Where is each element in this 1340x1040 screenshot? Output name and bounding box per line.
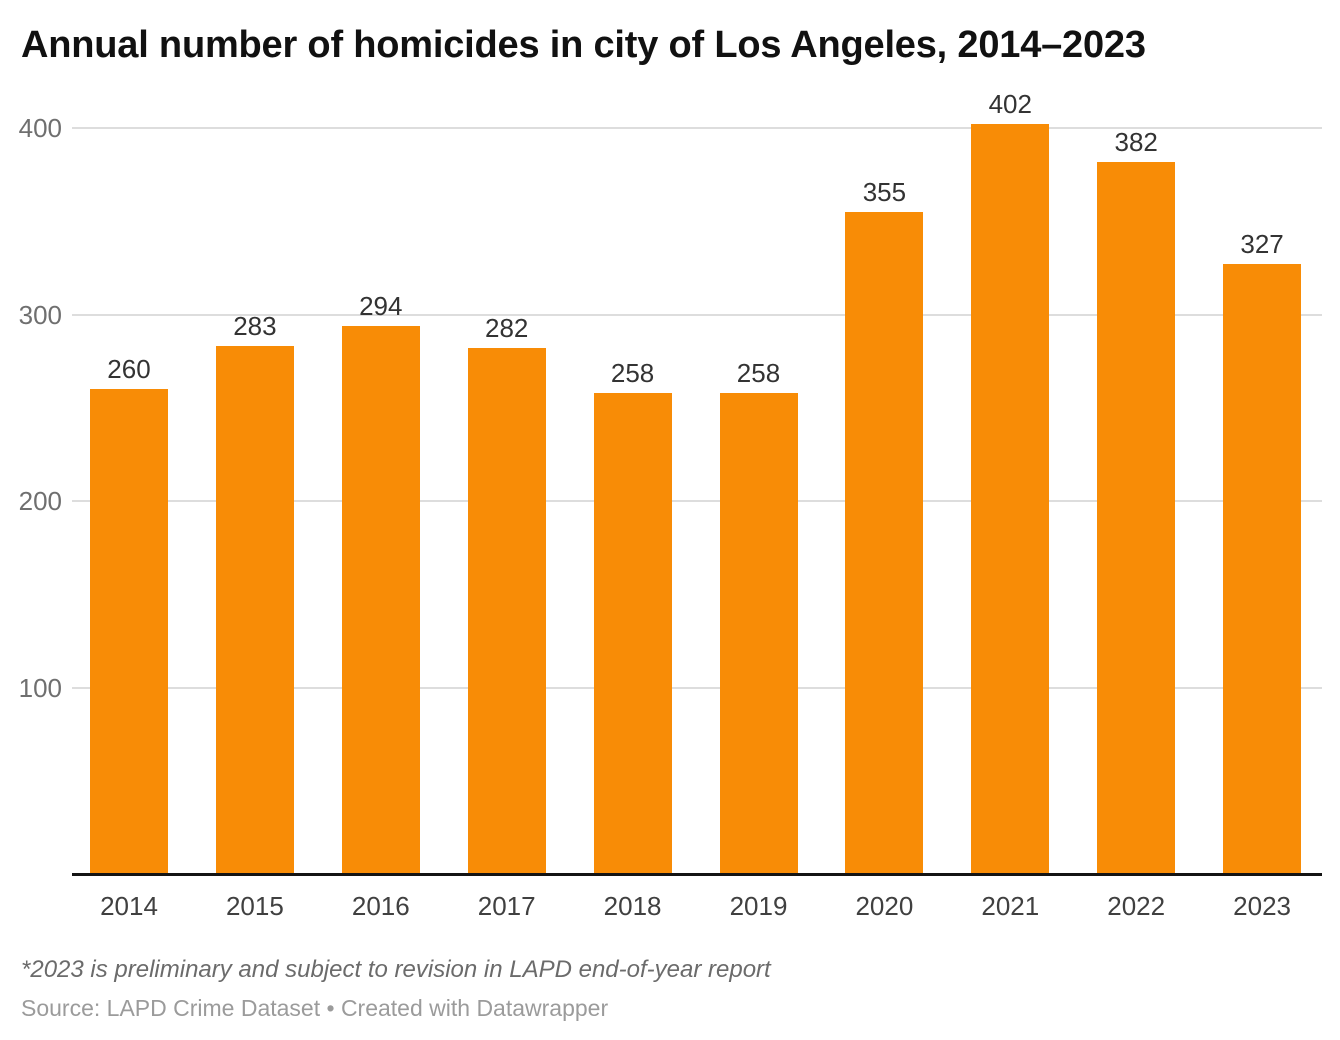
value-label-2019: 258 — [736, 357, 781, 388]
x-axis-label-2017: 2017 — [477, 891, 536, 921]
x-axis-label-2020: 2020 — [855, 891, 914, 921]
value-label-2020: 355 — [862, 176, 907, 207]
x-axis-line — [72, 873, 1322, 876]
x-axis-label-2018: 2018 — [603, 891, 662, 921]
x-axis-label-2023: 2023 — [1233, 891, 1292, 921]
bar-2022 — [1097, 161, 1176, 874]
x-axis-label-2015: 2015 — [225, 891, 284, 921]
value-label-2023: 327 — [1240, 229, 1284, 260]
y-axis-label-200: 200 — [18, 486, 62, 516]
bar-2016 — [341, 325, 420, 874]
bar-chart-plot-area: 100 200 300 400 260 2014 283 2015 294 2016 282 2017… — [0, 80, 1340, 938]
chart-title: Annual number of homicides in city of Lo… — [21, 24, 1146, 66]
value-label-2014: 260 — [107, 354, 151, 385]
value-label-2022: 382 — [1114, 126, 1158, 157]
bar-2023 — [1223, 264, 1302, 874]
value-label-2021: 402 — [988, 89, 1032, 120]
x-axis-label-2022: 2022 — [1107, 891, 1166, 921]
gridline-200 — [72, 500, 1322, 502]
x-axis-label-2014: 2014 — [100, 891, 158, 921]
bar-2014 — [90, 389, 168, 874]
value-label-2016: 294 — [359, 290, 403, 321]
bar-2018 — [593, 392, 672, 874]
bar-2017 — [467, 348, 546, 874]
bar-2020 — [845, 211, 924, 874]
x-axis-label-2021: 2021 — [981, 891, 1040, 921]
value-label-2018: 258 — [610, 357, 655, 388]
value-label-2015: 283 — [233, 311, 277, 342]
value-label-2017: 282 — [484, 313, 529, 344]
x-axis-label-2019: 2019 — [729, 891, 788, 921]
y-axis-label-100: 100 — [18, 672, 62, 703]
bar-2019 — [719, 392, 798, 874]
y-axis-label-300: 300 — [18, 299, 62, 330]
bar-2015 — [215, 346, 294, 874]
bar-2021 — [971, 124, 1050, 874]
gridline-300 — [72, 313, 1322, 316]
y-axis-label-400: 400 — [18, 113, 62, 143]
gridline-400 — [72, 127, 1322, 129]
gridline-100 — [72, 686, 1322, 689]
x-axis-label-2016: 2016 — [351, 891, 410, 921]
chart-source-line: Source: LAPD Crime Dataset • Created wit… — [21, 995, 609, 1021]
chart-footnote: *2023 is preliminary and subject to revi… — [21, 956, 771, 983]
